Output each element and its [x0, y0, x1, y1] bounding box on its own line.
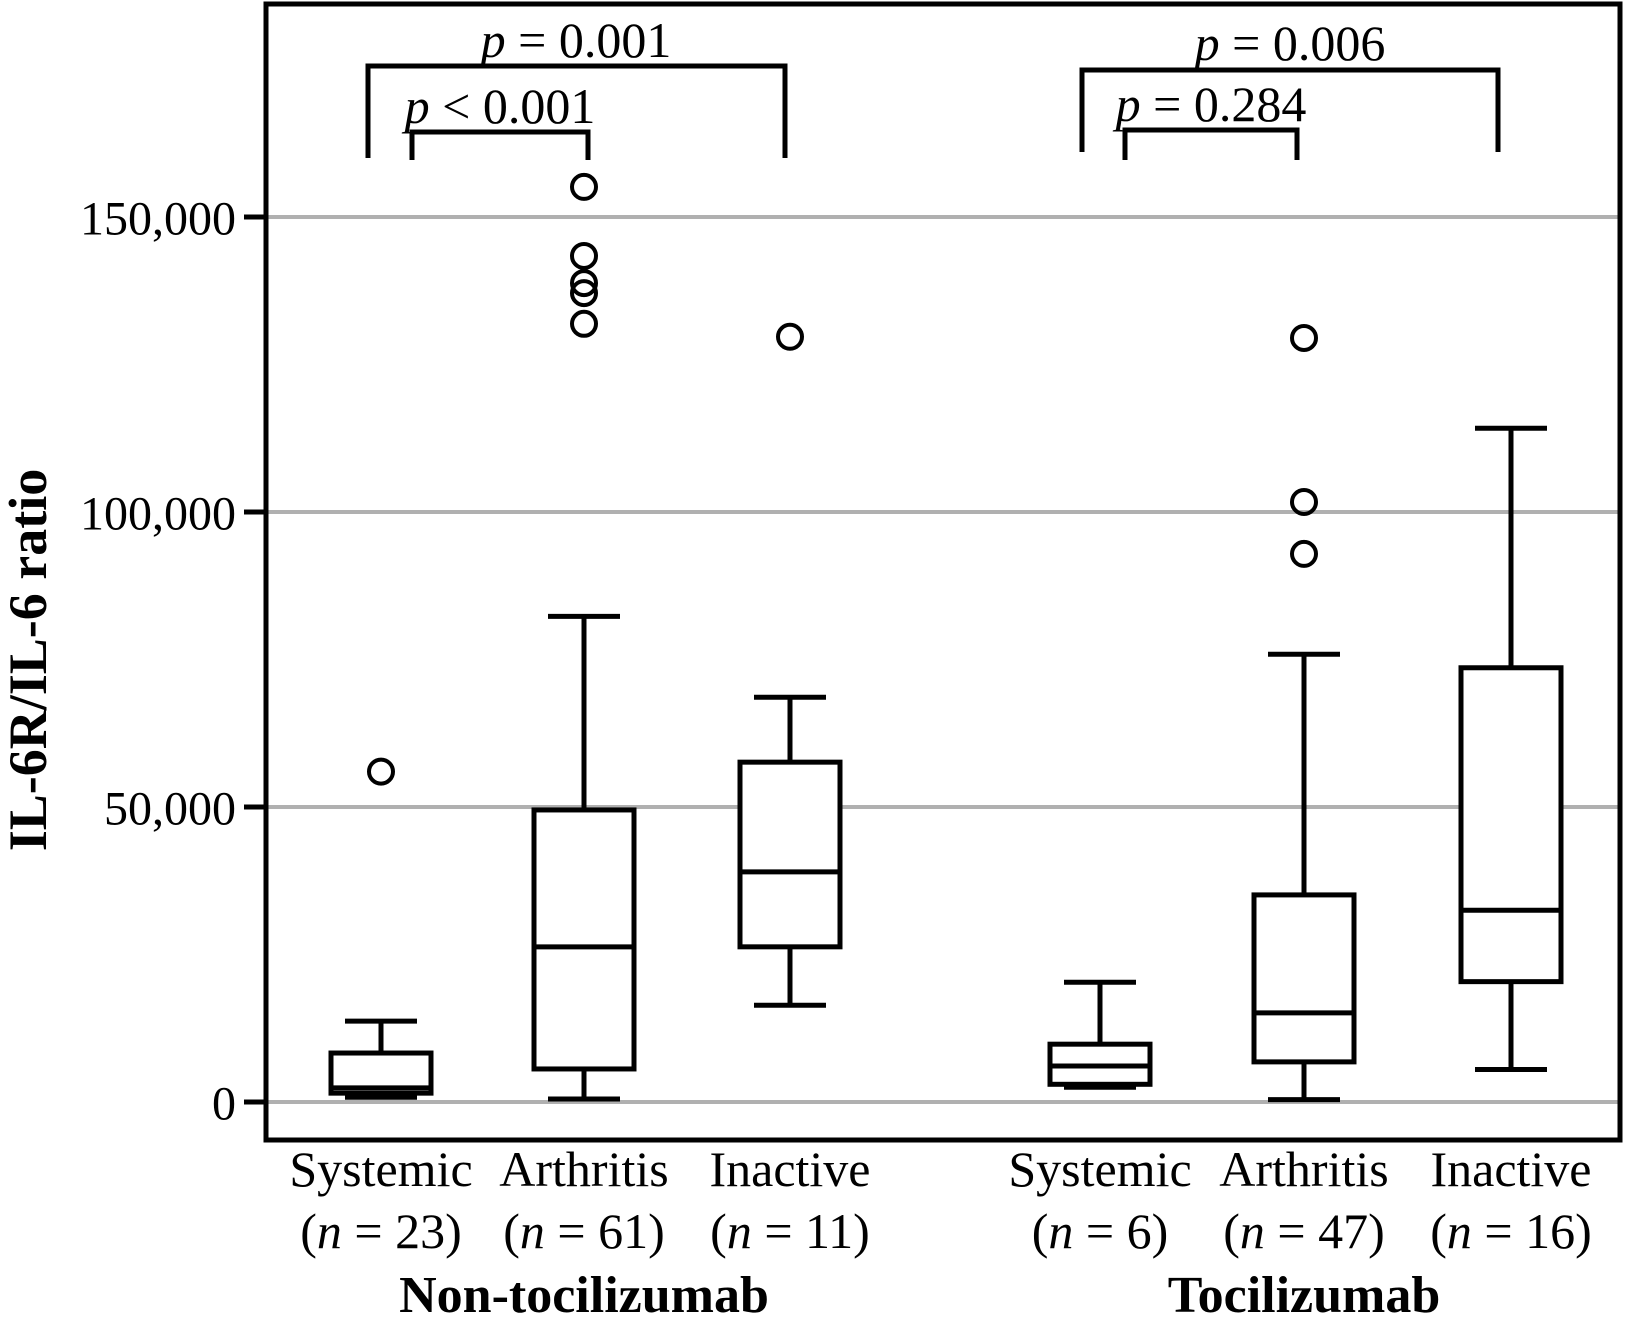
plot-frame — [263, 1, 1623, 1143]
y-tick-label: 50,000 — [104, 782, 236, 835]
outlier-point — [367, 757, 395, 786]
outlier-point — [1290, 323, 1318, 352]
sample-size-label: (n = 16) — [1430, 1203, 1592, 1259]
bracket-line — [409, 129, 591, 160]
outlier-point — [570, 309, 598, 338]
p-value-label: p < 0.001 — [402, 78, 596, 134]
box-plot-systemic-tocilizumab — [1047, 979, 1153, 1090]
y-tick-label: 150,000 — [80, 192, 236, 245]
p-value-label: p = 0.006 — [1192, 15, 1386, 71]
box-plot-arthritis-non-tocilizumab — [531, 172, 637, 1102]
iqr-box — [737, 759, 843, 950]
outlier-point — [570, 269, 598, 298]
group-label: Tocilizumab — [1168, 1267, 1441, 1324]
significance-bracket: p < 0.001 — [402, 78, 596, 160]
iqr-box — [531, 807, 637, 1072]
category-label: Inactive — [709, 1141, 870, 1197]
significance-bracket: p = 0.006 — [1079, 15, 1501, 152]
box-plot-inactive-non-tocilizumab — [737, 322, 843, 1008]
category-label: Inactive — [1430, 1141, 1591, 1197]
outlier-point — [570, 172, 598, 201]
bracket-line — [1079, 67, 1501, 152]
p-value-label: p = 0.001 — [478, 12, 672, 68]
box-plot-systemic-non-tocilizumab — [328, 757, 434, 1100]
sample-size-label: (n = 61) — [503, 1203, 665, 1259]
outlier-point — [776, 322, 804, 351]
sample-size-label: (n = 23) — [300, 1203, 462, 1259]
significance-bracket: p = 0.284 — [1113, 76, 1307, 160]
category-label: Arthritis — [1219, 1141, 1388, 1197]
sample-size-label: (n = 47) — [1223, 1203, 1385, 1259]
bracket-line — [1122, 127, 1300, 160]
significance-bracket: p = 0.001 — [365, 12, 788, 158]
outlier-point — [570, 241, 598, 270]
sample-size-label: (n = 11) — [710, 1203, 870, 1259]
y-tick-label: 100,000 — [80, 487, 236, 540]
box-plot-inactive-tocilizumab — [1458, 425, 1564, 1073]
box-plot-arthritis-tocilizumab — [1251, 323, 1357, 1103]
category-label: Systemic — [1008, 1141, 1191, 1197]
iqr-box — [1458, 665, 1564, 985]
outlier-point — [570, 279, 598, 308]
iqr-box — [1251, 892, 1357, 1065]
category-label: Arthritis — [499, 1141, 668, 1197]
outlier-point — [1290, 487, 1318, 516]
group-label: Non-tocilizumab — [399, 1267, 769, 1324]
p-value-label: p = 0.284 — [1113, 76, 1307, 132]
outlier-point — [1290, 539, 1318, 568]
category-label: Systemic — [289, 1141, 472, 1197]
bracket-line — [365, 63, 788, 158]
sample-size-label: (n = 6) — [1032, 1203, 1169, 1259]
y-tick-label: 0 — [212, 1077, 236, 1130]
y-axis-title: IL-6R/IL-6 ratio — [0, 469, 58, 851]
